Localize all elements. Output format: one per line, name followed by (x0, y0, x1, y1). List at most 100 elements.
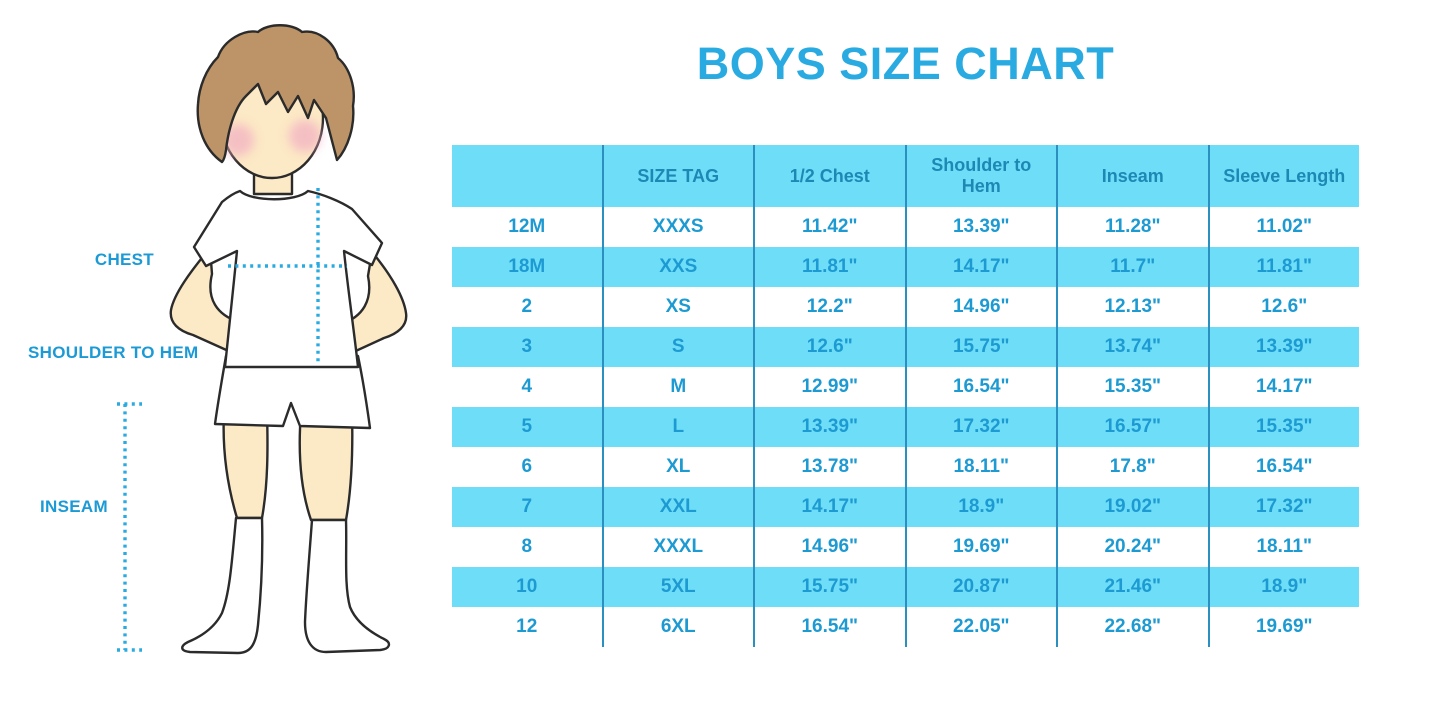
header-cell-sleeve-length: Sleeve Length (1207, 145, 1360, 207)
table-row: 2 XS 12.2" 14.96" 12.13" 12.6" (452, 287, 1359, 327)
shirt (192, 189, 384, 369)
table-row: 12 6XL 16.54" 22.05" 22.68" 19.69" (452, 607, 1359, 647)
size-cell: 6 (521, 456, 533, 477)
value-cell: 13.74" (1056, 327, 1208, 367)
value-cell: 22.68" (1056, 607, 1208, 647)
value-cell: 12.6" (753, 327, 905, 367)
shorts (213, 354, 372, 430)
value-cell: 14.17" (753, 487, 905, 527)
size-cell: 8 (521, 536, 533, 557)
value-cell: 18.11" (1207, 527, 1360, 567)
table-row: 18M XXS 11.81" 14.17" 11.7" 11.81" (452, 247, 1359, 287)
header-cell-size-tag: SIZE TAG (601, 145, 754, 207)
head (196, 24, 355, 196)
size-cell: 7 (521, 496, 533, 517)
value-cell: 14.96" (753, 527, 905, 567)
value-cell: 11.28" (1056, 207, 1208, 247)
value-cell: 15.35" (1207, 407, 1360, 447)
left-arm (169, 246, 241, 355)
value-cell: 18.9" (904, 487, 1057, 527)
value-cell: XXXS (601, 207, 754, 247)
size-cell: 4 (521, 376, 533, 397)
size-cell: 5 (521, 416, 533, 437)
size-cell: 12 (516, 616, 538, 637)
value-cell: 13.78" (753, 447, 905, 487)
measurement-guides (117, 188, 347, 652)
value-cell: 16.54" (753, 607, 905, 647)
table-row: 6 XL 13.78" 18.11" 17.8" 16.54" (452, 447, 1359, 487)
value-cell: 17.32" (904, 407, 1057, 447)
value-cell: 22.05" (904, 607, 1057, 647)
value-cell: 14.96" (904, 287, 1057, 327)
value-cell: 18.9" (1207, 567, 1360, 607)
table-header-row: SIZE TAG 1/2 Chest Shoulder to Hem Insea… (452, 145, 1359, 207)
value-cell: 16.57" (1056, 407, 1208, 447)
table-row: 12M XXXS 11.42" 13.39" 11.28" 11.02" (452, 207, 1359, 247)
socks (181, 516, 391, 655)
value-cell: 19.69" (904, 527, 1057, 567)
value-cell: 19.02" (1056, 487, 1208, 527)
value-cell: 12.13" (1056, 287, 1208, 327)
hair (196, 24, 355, 164)
value-cell: XXS (601, 247, 754, 287)
inseam-label: INSEAM (40, 497, 108, 516)
right-arm (339, 250, 408, 357)
right-sock (303, 518, 391, 654)
value-cell: 11.81" (1207, 247, 1360, 287)
value-cell: 16.54" (904, 367, 1057, 407)
value-cell: 14.17" (904, 247, 1057, 287)
value-cell: XXXL (601, 527, 754, 567)
header-cell-inseam: Inseam (1056, 145, 1208, 207)
value-cell: 11.7" (1056, 247, 1208, 287)
value-cell: 21.46" (1056, 567, 1208, 607)
right-cheek (289, 120, 321, 152)
value-cell: 11.81" (753, 247, 905, 287)
header-cell-size (452, 145, 602, 207)
table-row: 4 M 12.99" 16.54" 15.35" 14.17" (452, 367, 1359, 407)
value-cell: 15.35" (1056, 367, 1208, 407)
value-cell: 18.11" (904, 447, 1057, 487)
value-cell: 12.2" (753, 287, 905, 327)
page-title: BOYS SIZE CHART (696, 38, 1115, 89)
value-cell: 6XL (601, 607, 754, 647)
chest-label: CHEST (94, 250, 154, 269)
value-cell: XS (601, 287, 754, 327)
size-cell: 2 (521, 296, 533, 317)
value-cell: 16.54" (1207, 447, 1360, 487)
value-cell: M (601, 367, 754, 407)
boy-figure-illustration (117, 24, 408, 655)
size-cell: 3 (521, 336, 533, 357)
size-cell: 10 (516, 576, 538, 597)
left-leg (222, 410, 269, 520)
value-cell: S (601, 327, 754, 367)
value-cell: 11.42" (753, 207, 905, 247)
value-cell: 20.24" (1056, 527, 1208, 567)
size-cell: 18M (508, 256, 546, 277)
table-row: 5 L 13.39" 17.32" 16.57" 15.35" (452, 407, 1359, 447)
table-row: 7 XXL 14.17" 18.9" 19.02" 17.32" (452, 487, 1359, 527)
value-cell: L (601, 407, 754, 447)
value-cell: 15.75" (753, 567, 905, 607)
value-cell: 13.39" (904, 207, 1057, 247)
header-cell-half-chest: 1/2 Chest (753, 145, 905, 207)
value-cell: 5XL (601, 567, 754, 607)
value-cell: 14.17" (1207, 367, 1360, 407)
size-cell: 12M (508, 216, 546, 237)
table-row: 8 XXXL 14.96" 19.69" 20.24" 18.11" (452, 527, 1359, 567)
value-cell: 11.02" (1207, 207, 1360, 247)
size-table: SIZE TAG 1/2 Chest Shoulder to Hem Insea… (452, 145, 1359, 647)
value-cell: 13.39" (1207, 327, 1360, 367)
value-cell: 13.39" (753, 407, 905, 447)
value-cell: 15.75" (904, 327, 1057, 367)
table-body: 12M XXXS 11.42" 13.39" 11.28" 11.02" 18M XXS 11.… (452, 207, 1359, 647)
table-row: 3 S 12.6" 15.75" 13.74" 13.39" (452, 327, 1359, 367)
value-cell: 12.99" (753, 367, 905, 407)
left-sock (181, 516, 264, 655)
value-cell: 17.8" (1056, 447, 1208, 487)
value-cell: 20.87" (904, 567, 1057, 607)
header-cell-shoulder-to-hem: Shoulder to Hem (904, 145, 1057, 207)
value-cell: XXL (601, 487, 754, 527)
value-cell: 17.32" (1207, 487, 1360, 527)
value-cell: 12.6" (1207, 287, 1360, 327)
